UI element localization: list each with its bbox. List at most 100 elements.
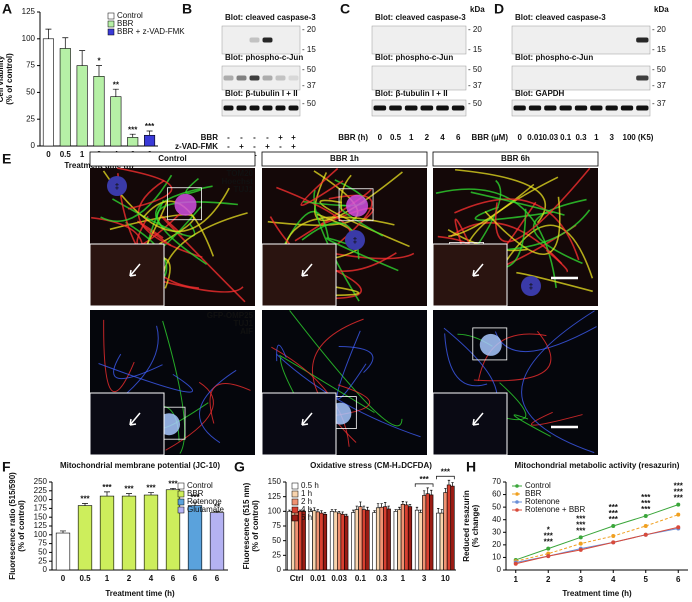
blot-band — [249, 75, 260, 81]
bar — [404, 504, 409, 571]
x-tick-label: 2 — [546, 575, 551, 584]
bar — [358, 506, 363, 571]
y-tick-label: 25 — [38, 556, 47, 565]
x-tick-label: 0.5 — [79, 574, 91, 583]
neurite — [112, 198, 196, 237]
blot-band — [288, 75, 299, 81]
panel-letter: B — [182, 1, 192, 17]
bar — [287, 511, 292, 571]
size-marker: - 50 — [302, 65, 316, 74]
legend-label: Rotenone — [525, 497, 560, 506]
panel-letter: G — [234, 459, 245, 475]
blot-band — [528, 105, 542, 111]
panel-letter: C — [340, 1, 350, 17]
bar — [372, 512, 377, 571]
bar — [312, 510, 317, 571]
sig-label: *** — [168, 479, 178, 488]
legend-swatch — [107, 28, 115, 36]
size-marker: - 15 — [652, 45, 666, 54]
x-tick-label: 4 — [611, 575, 616, 584]
neurite — [98, 363, 193, 393]
channel-label: TOM20 — [226, 169, 253, 178]
sig-label: *** — [641, 499, 651, 508]
blot-label: Blot: phospho-c-Jun — [515, 53, 593, 62]
y-tick-label: 25 — [26, 114, 35, 123]
error-bar — [288, 509, 291, 512]
lane-label: + — [291, 133, 296, 142]
bar — [340, 513, 345, 571]
blot-band — [544, 105, 557, 111]
blot-band — [275, 105, 286, 111]
neurite — [484, 196, 561, 255]
error-bar — [104, 491, 110, 497]
bar — [354, 509, 359, 571]
neurite — [521, 310, 595, 454]
lane-label: 0 — [517, 133, 522, 142]
error-bar — [440, 509, 443, 514]
neurite — [340, 174, 352, 211]
legend-label: Glutamate — [187, 505, 224, 514]
channel-label: TUJ1 — [233, 185, 253, 194]
neurite — [318, 207, 374, 227]
point — [546, 546, 551, 551]
inset — [89, 392, 165, 456]
point — [676, 512, 681, 517]
sig-label: *** — [190, 493, 200, 502]
bar — [446, 484, 452, 571]
neurite — [276, 353, 421, 438]
y-tick-label: 0 — [497, 565, 502, 574]
blot-band — [590, 105, 603, 111]
lane-label: 1 — [409, 133, 414, 142]
sig-label: *** — [609, 503, 619, 512]
y-tick-label: 125 — [34, 521, 48, 530]
y-tick-label: 150 — [268, 477, 282, 486]
neurite — [336, 330, 367, 400]
point — [611, 524, 616, 528]
legend-label: Control — [525, 481, 551, 490]
panel-letter: D — [494, 1, 504, 17]
nucleus — [107, 176, 127, 196]
error-bar — [373, 510, 376, 513]
legend-swatch — [291, 498, 299, 506]
y-axis-label: (% change) — [471, 504, 480, 547]
error-bar — [380, 503, 383, 508]
y-tick-label: 30 — [492, 527, 501, 536]
point — [643, 532, 648, 537]
x-tick-label: 0.3 — [376, 574, 388, 583]
error-bar — [451, 482, 454, 487]
error-bar — [313, 507, 316, 511]
bar — [450, 485, 455, 571]
size-marker: - 15 — [302, 45, 316, 54]
legend-label: Rotenone + BBR — [525, 505, 585, 514]
size-marker: - 37 — [302, 81, 316, 90]
x-tick-label: 6 — [171, 574, 176, 583]
blot-band — [451, 105, 465, 111]
panel-letter: F — [2, 459, 11, 475]
size-marker: - 20 — [652, 25, 666, 34]
lane-label: 1 — [594, 133, 599, 142]
legend-label: 4 h — [301, 505, 312, 514]
size-marker: - 50 — [468, 99, 482, 108]
row-label: BBR (μM) — [472, 133, 509, 142]
y-tick-label: 250 — [34, 477, 48, 486]
lane-label: + — [278, 133, 283, 142]
sig-label: * — [547, 526, 551, 535]
legend-label: Rotenone — [187, 497, 222, 506]
neurite — [313, 189, 360, 302]
sig-label: *** — [419, 475, 429, 484]
error-bar — [309, 509, 312, 512]
sig-label: *** — [674, 494, 684, 503]
x-tick-label: 1 — [105, 574, 110, 583]
error-bar — [398, 506, 401, 510]
blot-strip — [371, 25, 467, 55]
bar — [383, 506, 388, 571]
bar — [422, 495, 427, 571]
blot-label: Blot: β-tubulin I + II — [225, 89, 298, 98]
neurite — [473, 330, 552, 382]
x-tick-label: 1 — [401, 574, 406, 583]
bar — [121, 495, 137, 571]
sig-label: *** — [102, 483, 112, 492]
x-tick-label: 6 — [676, 575, 681, 584]
y-tick-label: 25 — [272, 550, 281, 559]
blot-strip — [511, 65, 651, 91]
